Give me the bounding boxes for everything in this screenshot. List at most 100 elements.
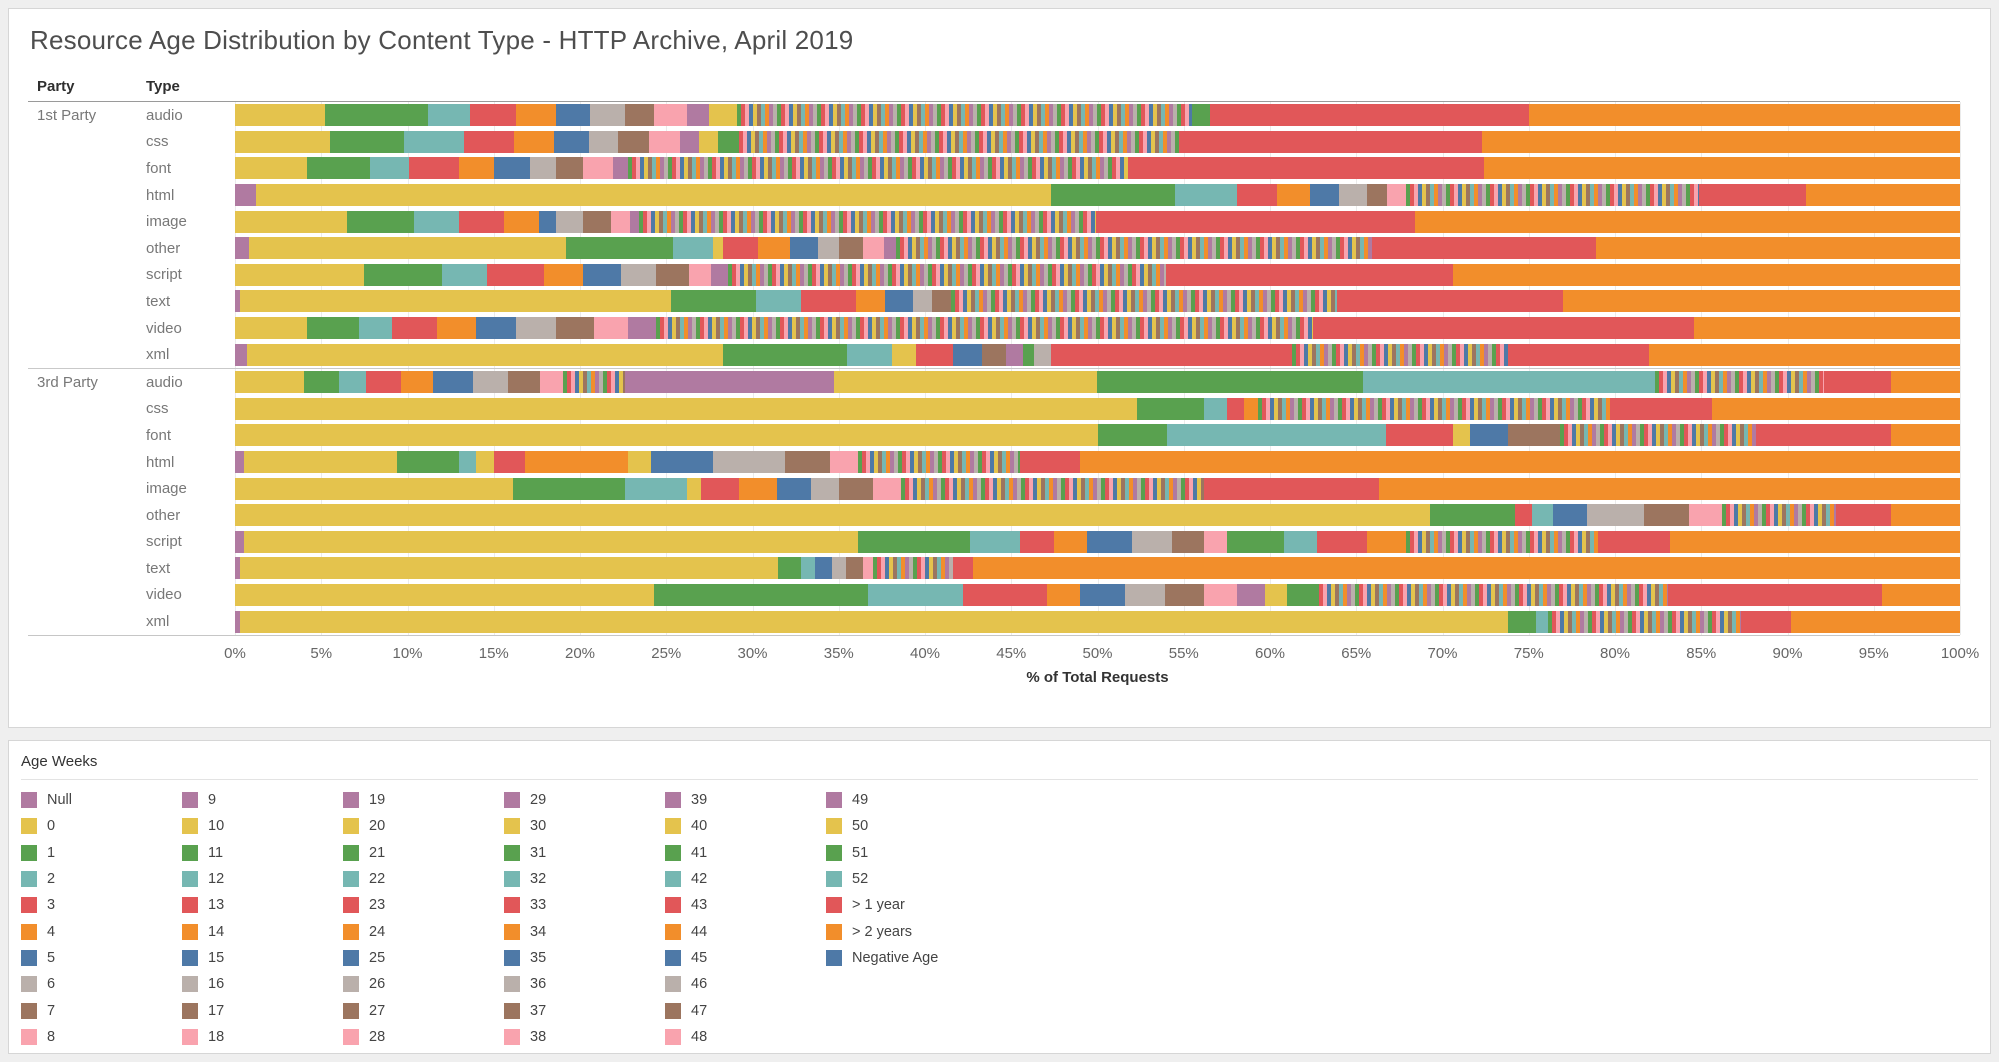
bar-segment-yellow[interactable] (243, 530, 858, 553)
bar-segment-purple[interactable] (629, 210, 639, 233)
legend-item[interactable]: 34 (504, 918, 665, 944)
bar-segment-green[interactable] (324, 104, 429, 127)
bar-segment-yellow[interactable] (235, 317, 308, 340)
legend-item[interactable]: 42 (665, 866, 826, 892)
bar-segment-orange[interactable] (1806, 184, 1960, 207)
bar-segment-brown[interactable] (1644, 504, 1690, 527)
legend-item[interactable]: > 2 years (826, 918, 987, 944)
bar-segment-purple[interactable] (628, 317, 656, 340)
bar-segment-blue[interactable] (493, 157, 530, 180)
bar-segment-orange[interactable] (504, 210, 539, 233)
bar-segment-blue[interactable] (790, 237, 818, 260)
bar-segment-purple[interactable] (883, 237, 896, 260)
bar-segment-red[interactable] (1095, 210, 1415, 233)
bar-segment-green[interactable] (304, 371, 339, 394)
bar-segment-blue[interactable] (1552, 504, 1588, 527)
bar-segment-purple[interactable] (235, 530, 244, 553)
bar-segment-teal[interactable] (442, 263, 487, 286)
bar-segment-mixed[interactable] (1314, 583, 1669, 606)
bar-segment-yellow[interactable] (235, 157, 308, 180)
bar-segment-pink[interactable] (611, 210, 630, 233)
bar-segment-yellow[interactable] (892, 343, 917, 366)
bar-segment-orange[interactable] (1649, 343, 1960, 366)
bar-segment-orange[interactable] (1711, 397, 1960, 420)
bar-segment-orange[interactable] (1882, 583, 1960, 606)
type-label[interactable]: font (146, 159, 172, 177)
bar-segment-orange[interactable] (1366, 530, 1407, 553)
bar-segment-orange[interactable] (1047, 583, 1081, 606)
bar-segment-red[interactable] (1313, 317, 1695, 340)
bar-segment-brown[interactable] (1508, 424, 1560, 447)
bar-segment-yellow[interactable] (709, 104, 737, 127)
bar-segment-gray[interactable] (1125, 583, 1165, 606)
bar-segment-brown[interactable] (838, 237, 863, 260)
bar-segment-yellow[interactable] (712, 237, 724, 260)
bar-segment-gray[interactable] (712, 451, 786, 474)
type-label[interactable]: script (146, 266, 182, 284)
bar-segment-yellow[interactable] (248, 237, 567, 260)
bar-segment-pink[interactable] (862, 237, 884, 260)
bar-segment-red[interactable] (391, 317, 437, 340)
bar-segment-green[interactable] (329, 130, 405, 153)
bar-segment-red[interactable] (1668, 583, 1883, 606)
bar-segment-green[interactable] (1097, 371, 1364, 394)
bar-segment-yellow[interactable] (686, 477, 701, 500)
bar-segment-teal[interactable] (624, 477, 687, 500)
bar-segment-orange[interactable] (1790, 610, 1960, 633)
bar-segment-teal[interactable] (969, 530, 1020, 553)
bar-segment-red[interactable] (459, 210, 505, 233)
bar-segment-teal[interactable] (1175, 184, 1238, 207)
legend-item[interactable]: 38 (504, 1024, 665, 1050)
bar-segment-mixed[interactable] (873, 557, 953, 580)
legend-item[interactable]: 9 (182, 787, 343, 813)
bar-segment-blue[interactable] (538, 210, 556, 233)
legend-item[interactable]: 11 (182, 840, 343, 866)
bar-segment-teal[interactable] (404, 130, 465, 153)
bar-segment-gray[interactable] (811, 477, 839, 500)
bar-segment-mixed[interactable] (1257, 397, 1610, 420)
bar-segment-brown[interactable] (655, 263, 689, 286)
bar-segment-orange[interactable] (1890, 424, 1960, 447)
legend-item[interactable]: 14 (182, 918, 343, 944)
bar-segment-red[interactable] (409, 157, 460, 180)
bar-segment-yellow[interactable] (833, 371, 1098, 394)
bar-segment-blue[interactable] (1087, 530, 1132, 553)
type-label[interactable]: html (146, 186, 175, 204)
bar-segment-orange[interactable] (543, 263, 584, 286)
legend-item[interactable]: 39 (665, 787, 826, 813)
legend-item[interactable]: 25 (343, 945, 504, 971)
legend-item[interactable]: 51 (826, 840, 987, 866)
bar-segment-yellow[interactable] (1452, 424, 1471, 447)
bar-segment-orange[interactable] (459, 157, 494, 180)
bar-segment-green[interactable] (1287, 583, 1315, 606)
party-label[interactable]: 1st Party (37, 106, 97, 124)
bar-segment-brown[interactable] (1171, 530, 1205, 553)
bar-segment-yellow[interactable] (235, 130, 330, 153)
legend-item[interactable]: 36 (504, 971, 665, 997)
bar-segment-mixed[interactable] (728, 263, 1167, 286)
bar-segment-mixed[interactable] (562, 371, 625, 394)
bar-segment-gray[interactable] (831, 557, 846, 580)
type-label[interactable]: css (146, 400, 169, 418)
bar-segment-yellow[interactable] (247, 343, 724, 366)
legend-item[interactable]: 33 (504, 892, 665, 918)
type-label[interactable]: video (146, 586, 182, 604)
legend-item[interactable]: 24 (343, 918, 504, 944)
legend-item[interactable]: 26 (343, 971, 504, 997)
bar-segment-green[interactable] (364, 263, 442, 286)
legend-item[interactable]: 5 (21, 945, 182, 971)
bar-segment-red[interactable] (1019, 451, 1081, 474)
bar-segment-orange[interactable] (524, 451, 629, 474)
bar-segment-brown[interactable] (583, 210, 612, 233)
bar-segment-mixed[interactable] (1547, 610, 1741, 633)
bar-segment-teal[interactable] (1166, 424, 1386, 447)
bar-segment-gray[interactable] (1033, 343, 1051, 366)
legend-item[interactable]: 31 (504, 840, 665, 866)
bar-segment-blue[interactable] (555, 104, 591, 127)
bar-segment-yellow[interactable] (240, 557, 779, 580)
type-label[interactable]: script (146, 533, 182, 551)
bar-segment-red[interactable] (1166, 263, 1453, 286)
type-label[interactable]: font (146, 426, 172, 444)
bar-segment-gray[interactable] (590, 104, 625, 127)
bar-segment-teal[interactable] (459, 451, 477, 474)
